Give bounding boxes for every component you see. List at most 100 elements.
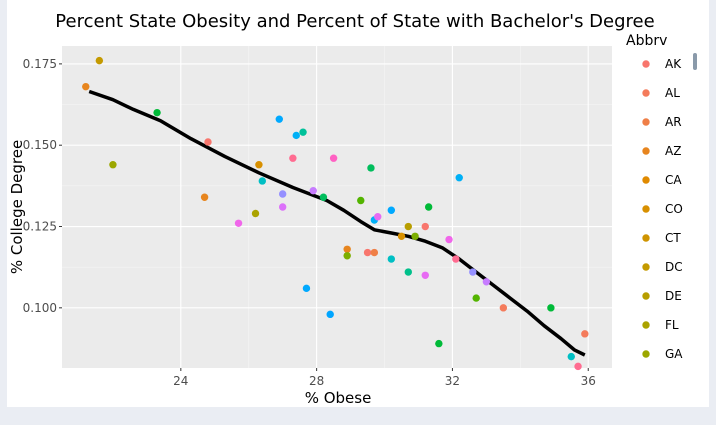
legend-item-ct[interactable]: CT (642, 231, 681, 245)
legend-swatch (642, 350, 650, 358)
legend-item-fl[interactable]: FL (642, 318, 679, 332)
data-point[interactable] (472, 294, 480, 302)
data-point[interactable] (482, 278, 491, 286)
x-axis-title: % Obese (305, 389, 372, 407)
data-point[interactable] (326, 310, 334, 319)
data-point[interactable] (289, 154, 297, 162)
data-point[interactable] (499, 304, 508, 312)
data-point[interactable] (258, 177, 267, 185)
data-point[interactable] (363, 248, 372, 257)
chart-svg: Percent State Obesity and Percent of Sta… (8, 11, 697, 407)
data-point[interactable] (387, 206, 396, 214)
y-tick-label: 0.175 (23, 57, 57, 71)
x-tick-label: 28 (309, 374, 324, 388)
legend-swatch (642, 176, 650, 184)
data-point[interactable] (469, 268, 477, 276)
y-tick-label: 0.100 (23, 301, 57, 315)
legend-swatch (642, 263, 650, 271)
y-tick-label: 0.150 (23, 138, 57, 152)
data-point[interactable] (109, 161, 117, 169)
data-point[interactable] (567, 352, 575, 361)
data-point[interactable] (255, 161, 263, 169)
data-point[interactable] (547, 304, 555, 312)
legend-item-ca[interactable]: CA (642, 173, 682, 187)
y-tick-label: 0.125 (23, 220, 57, 234)
legend-item-ak[interactable]: AK (642, 57, 682, 71)
legend-item-co[interactable]: CO (642, 202, 683, 216)
legend-label: GA (665, 347, 683, 361)
legend-item-de[interactable]: DE (642, 289, 682, 303)
data-point[interactable] (581, 330, 589, 338)
legend-label: AZ (665, 144, 681, 158)
data-point[interactable] (319, 193, 328, 201)
data-point[interactable] (445, 235, 453, 244)
data-point[interactable] (251, 209, 260, 218)
data-point[interactable] (200, 193, 209, 201)
data-point[interactable] (421, 222, 429, 231)
x-tick-label: 36 (581, 374, 596, 388)
legend-swatch (642, 234, 650, 242)
legend-swatch (642, 321, 650, 329)
data-point[interactable] (397, 232, 406, 240)
data-point[interactable] (234, 219, 243, 227)
trend-line-group (88, 89, 586, 357)
data-point[interactable] (278, 203, 287, 211)
legend-scrollbar[interactable] (693, 53, 697, 70)
scatter-points (82, 56, 589, 371)
data-point[interactable] (367, 164, 375, 172)
data-point[interactable] (357, 196, 365, 205)
legend-item-ga[interactable]: GA (642, 347, 683, 361)
data-point[interactable] (292, 131, 300, 140)
legend-label: DE (665, 289, 682, 303)
legend-swatch (642, 292, 650, 300)
legend-swatch (642, 205, 650, 213)
data-point[interactable] (411, 232, 419, 240)
data-point[interactable] (82, 82, 90, 91)
trend-line (88, 89, 586, 357)
data-point[interactable] (275, 115, 283, 123)
data-point[interactable] (387, 255, 396, 263)
data-point[interactable] (95, 56, 104, 65)
data-point[interactable] (204, 138, 212, 146)
data-point[interactable] (421, 271, 429, 280)
data-point[interactable] (329, 154, 338, 162)
x-tick-label: 32 (445, 374, 460, 388)
data-point[interactable] (452, 255, 460, 263)
legend: Abbrv AK AL AR AZ CA CO CT DC DE FL GA (626, 33, 697, 361)
data-point[interactable] (299, 128, 307, 136)
y-axis-ticks: 0.100 0.125 0.150 0.175 (23, 57, 62, 315)
data-point[interactable] (435, 339, 443, 348)
data-point[interactable] (302, 284, 311, 293)
data-point[interactable] (370, 248, 379, 257)
data-point[interactable] (424, 203, 433, 211)
x-axis-ticks: 24 28 32 36 (173, 368, 596, 388)
y-axis-title: % College Degree (8, 140, 26, 274)
data-point[interactable] (404, 268, 412, 276)
legend-label: CT (665, 231, 681, 245)
legend-label: CA (665, 173, 682, 187)
legend-title: Abbrv (626, 33, 667, 49)
data-point[interactable] (574, 362, 582, 371)
legend-item-az[interactable]: AZ (642, 144, 681, 158)
legend-item-dc[interactable]: DC (642, 260, 683, 274)
data-point[interactable] (343, 252, 351, 260)
data-point[interactable] (343, 245, 351, 253)
legend-item-al[interactable]: AL (642, 86, 680, 100)
data-point[interactable] (278, 190, 287, 198)
chart-frame: Percent State Obesity and Percent of Sta… (7, 0, 709, 407)
data-point[interactable] (404, 222, 412, 231)
legend-label: FL (665, 318, 679, 332)
chart-title: Percent State Obesity and Percent of Sta… (55, 11, 654, 32)
legend-swatch (642, 118, 650, 126)
legend-label: AL (665, 86, 680, 100)
legend-swatch (642, 60, 650, 68)
data-point[interactable] (374, 213, 382, 221)
data-point[interactable] (153, 108, 161, 117)
legend-items: AK AL AR AZ CA CO CT DC DE FL GA (642, 57, 683, 361)
legend-label: CO (665, 202, 683, 216)
x-tick-label: 24 (173, 374, 188, 388)
legend-item-ar[interactable]: AR (642, 115, 682, 129)
data-point[interactable] (309, 187, 317, 195)
data-point[interactable] (455, 174, 463, 182)
legend-label: DC (665, 260, 683, 274)
